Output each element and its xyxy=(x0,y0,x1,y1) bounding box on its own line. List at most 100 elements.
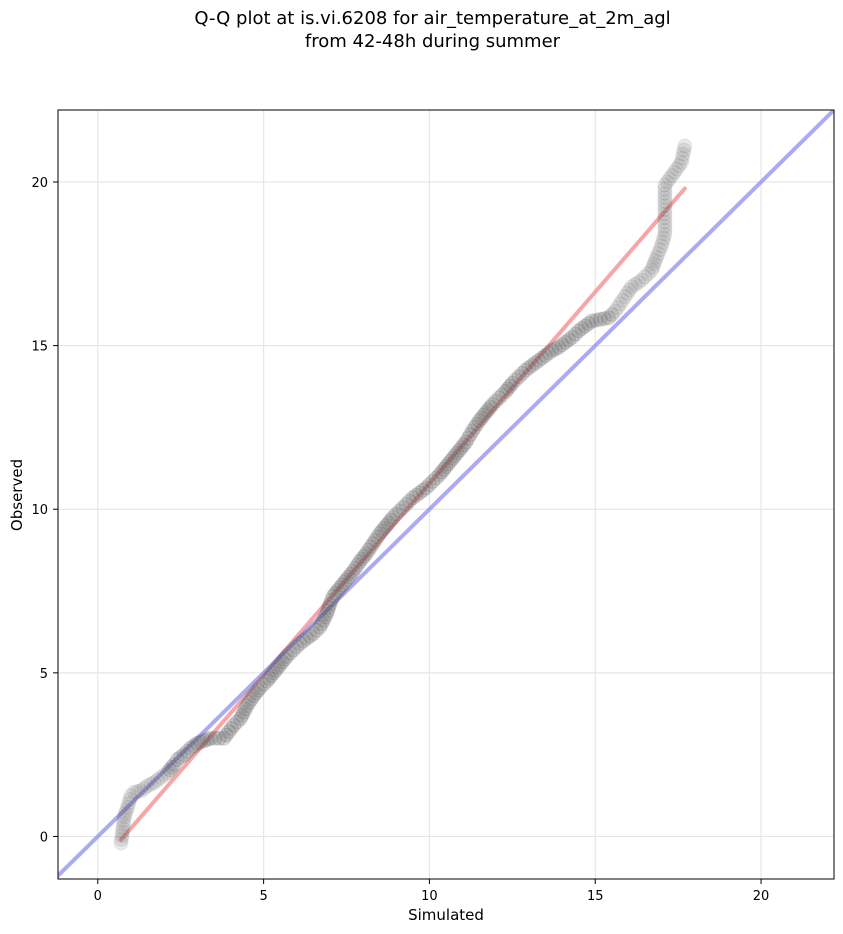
qq-point xyxy=(341,569,357,585)
qq-point xyxy=(292,635,308,651)
qq-point xyxy=(116,813,132,829)
qq-point xyxy=(117,806,133,822)
qq-point xyxy=(113,831,129,847)
qq-point xyxy=(121,795,137,811)
qq-point xyxy=(418,480,434,496)
qq-point xyxy=(169,752,185,768)
qq-point xyxy=(647,253,663,269)
qq-point xyxy=(130,783,146,799)
qq-point xyxy=(567,326,583,342)
qq-point xyxy=(402,493,418,509)
qq-point xyxy=(453,440,469,456)
qq-point xyxy=(627,277,643,293)
chart-title-line-2: from 42-48h during summer xyxy=(304,31,561,52)
qq-point xyxy=(381,515,397,531)
qq-point xyxy=(325,588,341,604)
qq-point xyxy=(237,701,253,717)
qq-point xyxy=(592,311,608,327)
qq-point xyxy=(488,393,504,409)
y-tick-label: 10 xyxy=(31,503,48,518)
qq-point xyxy=(259,673,275,689)
qq-point xyxy=(445,451,461,467)
qq-point xyxy=(596,311,612,327)
qq-point xyxy=(324,592,340,608)
qq-point xyxy=(604,307,620,323)
qq-point xyxy=(442,453,458,469)
qq-point xyxy=(239,698,255,714)
qq-point xyxy=(395,500,411,516)
qq-point xyxy=(162,762,178,778)
qq-point xyxy=(421,477,437,493)
qq-point xyxy=(610,300,626,316)
qq-point xyxy=(451,442,467,458)
qq-point xyxy=(600,310,616,326)
qq-point xyxy=(345,563,361,579)
qq-point xyxy=(637,269,653,285)
qq-point xyxy=(319,606,335,622)
qq-point xyxy=(243,691,259,707)
qq-point xyxy=(674,150,690,166)
qq-point xyxy=(159,765,175,781)
qq-point xyxy=(654,238,670,254)
qq-point xyxy=(657,214,673,230)
qq-point xyxy=(473,410,489,426)
qq-point xyxy=(617,289,633,305)
qq-point xyxy=(299,630,315,646)
qq-point xyxy=(378,518,394,534)
qq-point xyxy=(657,185,673,201)
qq-point xyxy=(476,407,492,423)
qq-point xyxy=(295,633,311,649)
qq-point xyxy=(471,413,487,429)
qq-point xyxy=(248,685,264,701)
qq-point xyxy=(115,820,131,836)
qq-point xyxy=(656,230,672,246)
qq-point xyxy=(352,554,368,570)
qq-point xyxy=(434,464,450,480)
qq-point xyxy=(436,461,452,477)
qq-point xyxy=(630,274,646,290)
qq-point xyxy=(528,355,544,371)
qq-point xyxy=(365,536,381,552)
qq-point xyxy=(405,490,421,506)
qq-point xyxy=(347,560,363,576)
qq-point xyxy=(574,320,590,336)
qq-point xyxy=(621,282,637,298)
qq-point xyxy=(659,174,675,190)
qq-point xyxy=(285,642,301,658)
qq-point xyxy=(500,381,516,397)
qq-point xyxy=(203,730,219,746)
qq-point xyxy=(657,190,673,206)
qq-point xyxy=(315,612,331,628)
qq-point xyxy=(116,809,132,825)
qq-point xyxy=(577,318,593,334)
qq-point xyxy=(356,548,372,564)
qq-point xyxy=(676,142,692,158)
qq-point xyxy=(498,383,514,399)
qq-point xyxy=(411,485,427,501)
qq-point xyxy=(634,272,650,288)
qq-point xyxy=(521,360,537,376)
qq-point xyxy=(657,198,673,214)
qq-point xyxy=(216,730,232,746)
x-tick-label: 0 xyxy=(94,889,102,904)
qq-point xyxy=(252,680,268,696)
qq-point xyxy=(383,512,399,528)
qq-point xyxy=(564,329,580,345)
qq-point xyxy=(189,735,205,751)
qq-point xyxy=(277,651,293,667)
qq-point xyxy=(115,816,131,832)
qq-point xyxy=(176,747,192,763)
qq-point xyxy=(211,730,227,746)
fit-line xyxy=(119,186,687,842)
qq-point xyxy=(554,337,570,353)
qq-point xyxy=(504,375,520,391)
qq-point xyxy=(334,577,350,593)
qq-point xyxy=(261,670,277,686)
qq-point xyxy=(666,164,682,180)
qq-point xyxy=(226,717,242,733)
qq-point xyxy=(408,487,424,503)
qq-point xyxy=(588,312,604,328)
y-tick-label: 5 xyxy=(40,667,48,682)
qq-point xyxy=(302,628,318,644)
qq-point xyxy=(305,626,321,642)
